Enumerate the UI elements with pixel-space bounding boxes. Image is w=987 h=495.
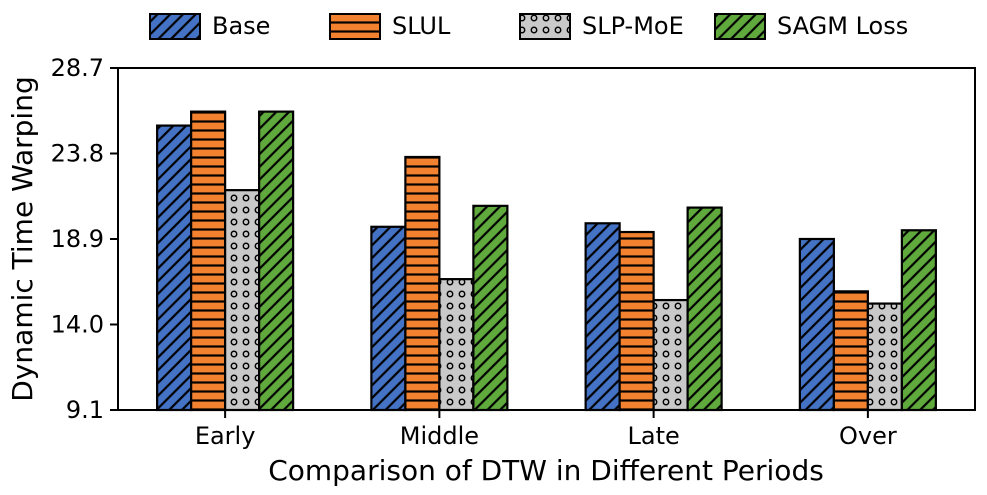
bars-layer <box>156 110 937 412</box>
bar-late-slp-moe-hatch <box>653 300 688 410</box>
legend-item-slp-moe: SLP-MoE <box>519 12 684 40</box>
bar-middle-slul-hatch <box>405 156 440 410</box>
x-tick-label-middle: Middle <box>400 422 479 450</box>
legend-swatch-sagm-loss-outline <box>714 13 766 40</box>
y-axis-title: Dynamic Time Warping <box>6 76 39 401</box>
legend-item-base: Base <box>149 12 270 40</box>
bar-late-base-hatch <box>585 223 620 410</box>
legend-layer: Base SLUL SLP-MoE SAGM Loss <box>149 12 908 40</box>
x-tick-label-early: Early <box>195 422 256 450</box>
bar-early-sagm-loss-hatch <box>259 111 294 411</box>
legend-item-slul: SLUL <box>329 12 451 40</box>
legend-swatch-slp-moe-outline <box>519 13 571 40</box>
x-tick-label-over: Over <box>839 422 897 450</box>
legend-swatch-sagm-loss-hatch <box>715 14 765 39</box>
bar-early-slul-hatch <box>191 111 226 411</box>
y-tick-label: 14.0 <box>51 311 104 339</box>
y-tick-label: 18.9 <box>51 225 104 253</box>
bar-over-slul-hatch <box>833 291 868 410</box>
legend-label-sagm-loss: SAGM Loss <box>777 12 908 40</box>
legend-swatch-slp-moe-hatch <box>520 14 570 39</box>
bar-over-sagm-loss-hatch <box>901 230 936 410</box>
legend-swatch-base-hatch <box>150 14 200 39</box>
legend-item-sagm-loss: SAGM Loss <box>714 12 908 40</box>
bar-late-sagm-loss-hatch <box>687 207 722 410</box>
legend-swatch-slul-hatch <box>330 14 380 39</box>
y-tick-label: 23.8 <box>51 140 104 168</box>
y-tick-label: 9.1 <box>66 396 104 424</box>
legend-label-slp-moe: SLP-MoE <box>582 12 684 40</box>
bar-middle-sagm-loss-hatch <box>473 205 508 410</box>
y-tick-label: 28.7 <box>51 54 104 82</box>
x-tick-label-late: Late <box>627 422 679 450</box>
legend-swatch-base-outline <box>149 13 201 40</box>
axes-layer: 28.7 23.8 18.9 14.0 9.1 Early Middle Late Over <box>51 54 976 450</box>
legend-swatch-slul-outline <box>329 13 381 40</box>
bar-over-base-hatch <box>799 239 834 410</box>
x-axis-title: Comparison of DTW in Different Periods <box>268 454 824 487</box>
bar-over-slp-moe-hatch <box>867 303 902 410</box>
bar-middle-slp-moe-hatch <box>439 279 474 410</box>
bar-early-slp-moe-hatch <box>225 190 260 410</box>
bar-early-base-hatch <box>157 125 192 410</box>
legend-label-base: Base <box>212 12 270 40</box>
bar-middle-base-hatch <box>371 226 406 410</box>
legend-label-slul: SLUL <box>392 12 451 40</box>
bar-late-slul-hatch <box>619 232 654 410</box>
